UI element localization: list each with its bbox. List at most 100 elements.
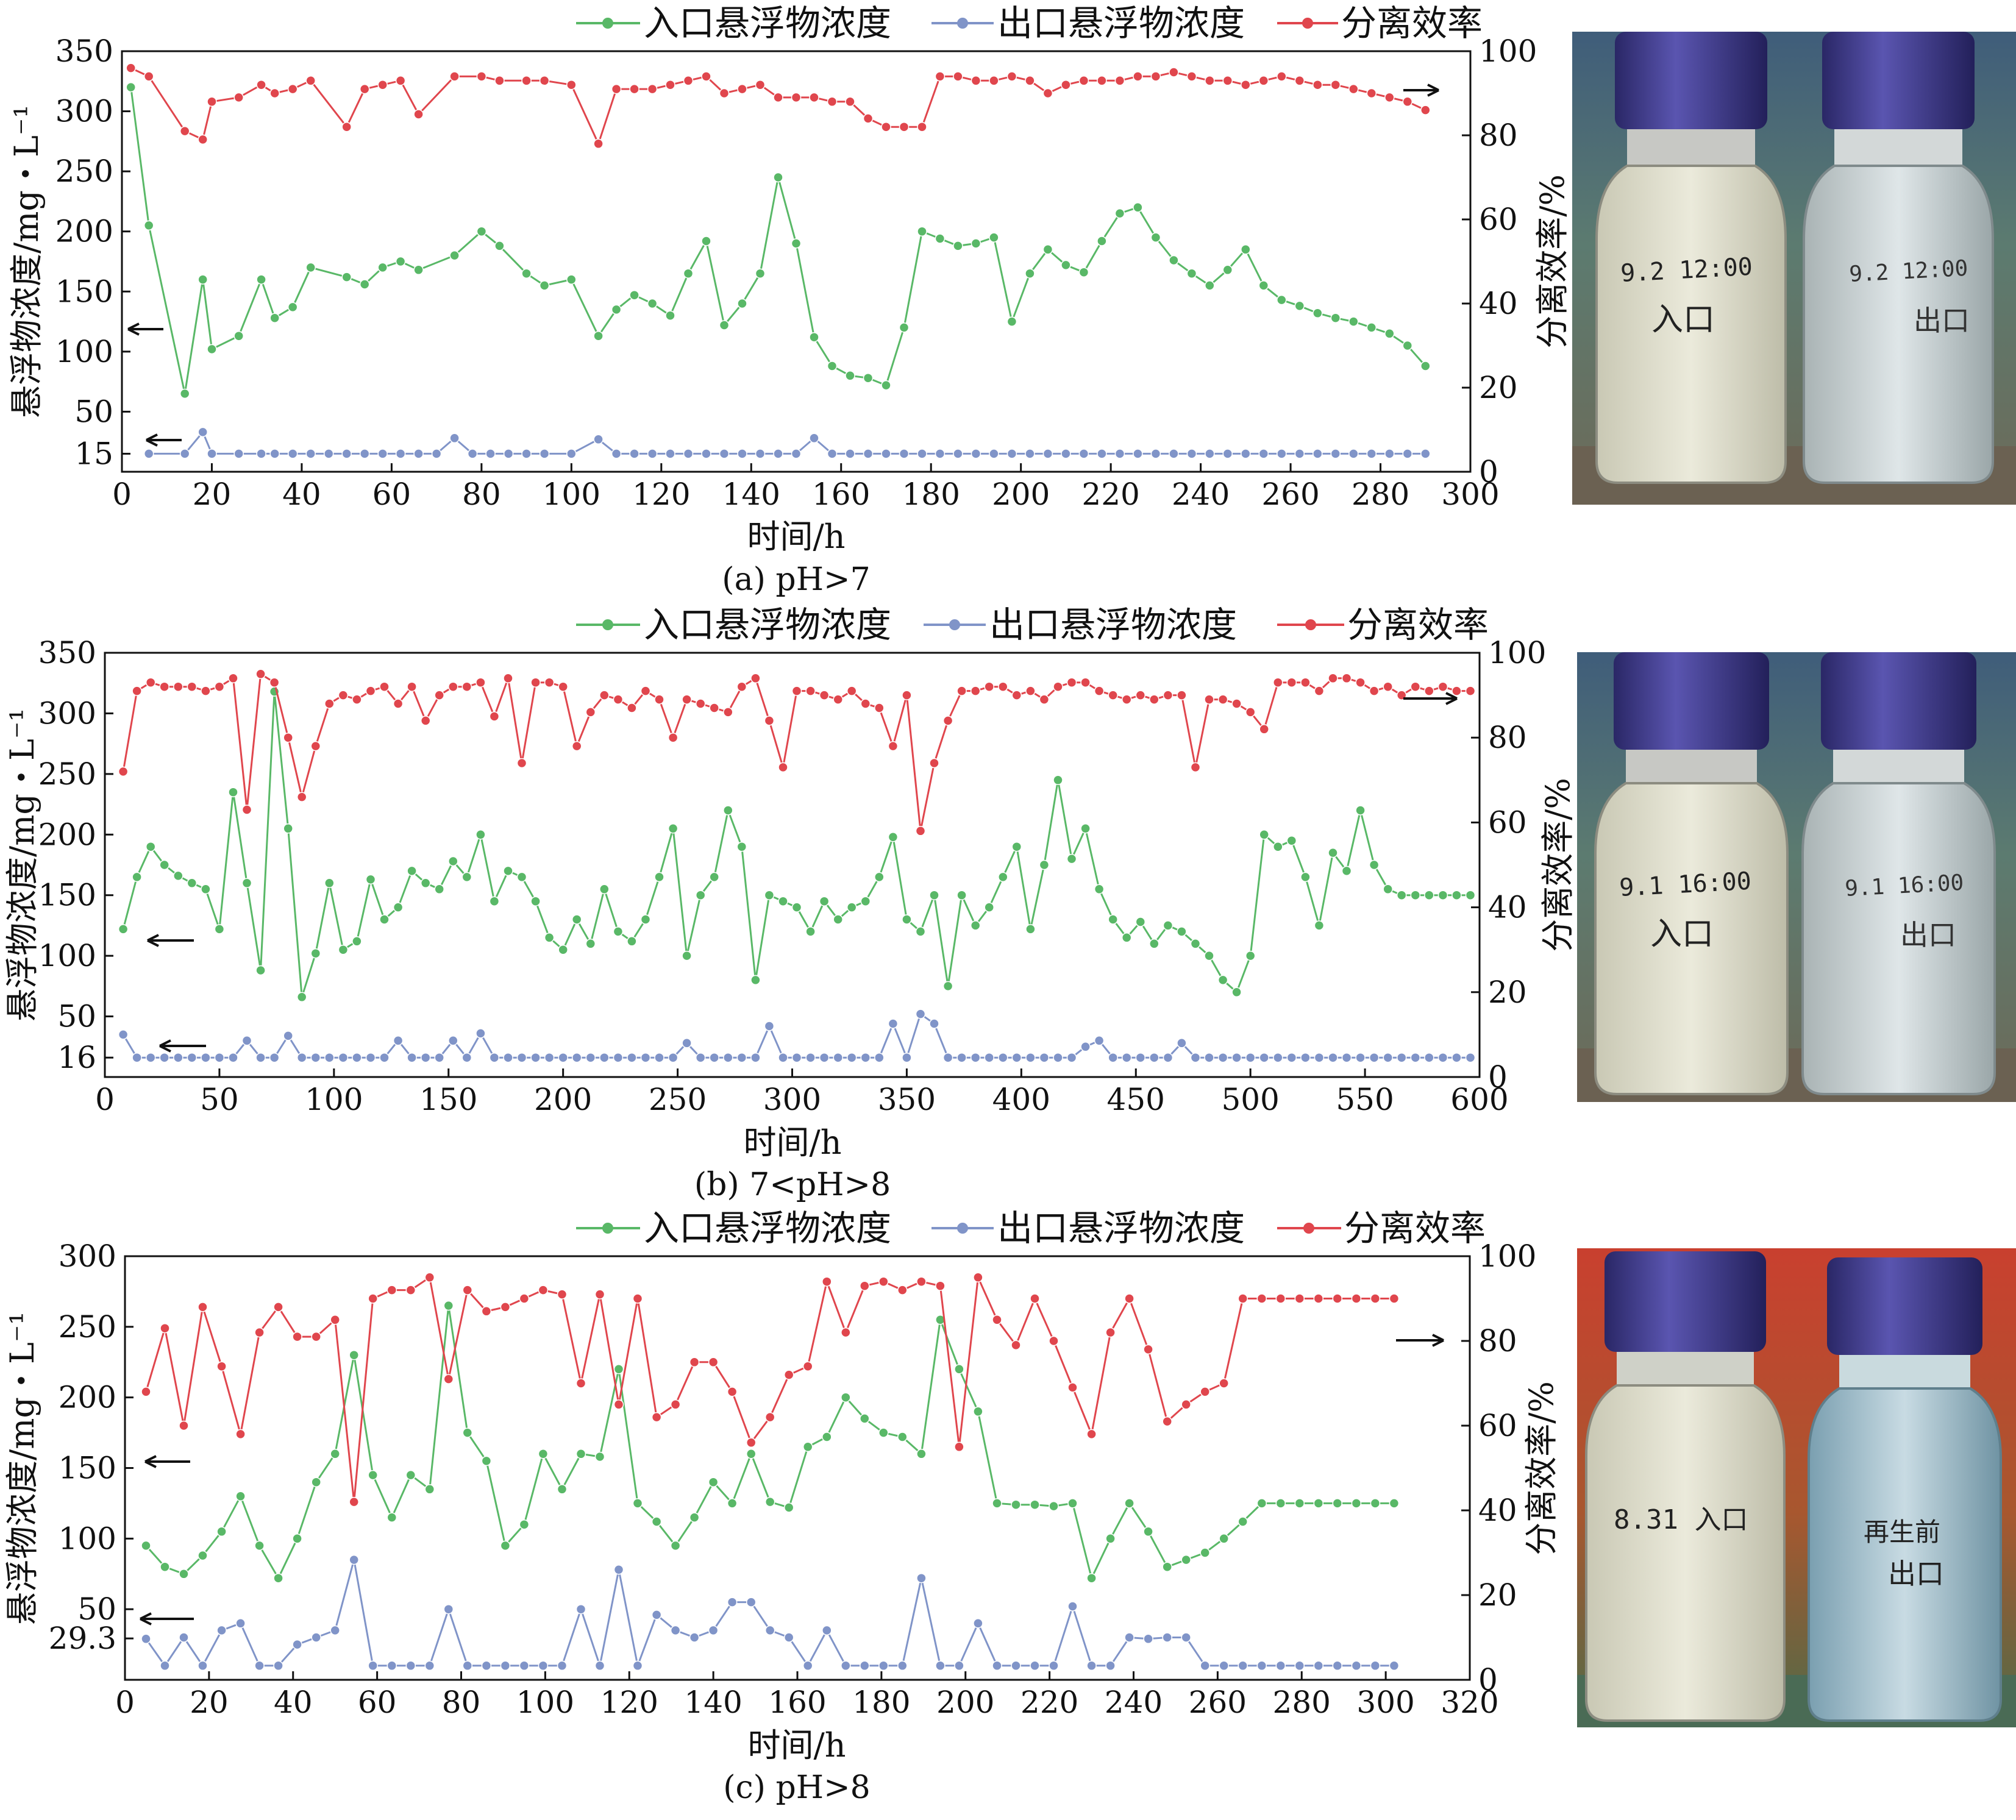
outlet-data-point bbox=[413, 449, 424, 459]
inlet-data-point bbox=[566, 274, 577, 285]
efficiency-data-point bbox=[448, 681, 458, 692]
outlet-data-point bbox=[746, 1597, 757, 1607]
inlet-data-point bbox=[695, 890, 706, 900]
outlet-data-point bbox=[1332, 1660, 1343, 1671]
outlet-data-point bbox=[1217, 1052, 1228, 1063]
outlet-data-point bbox=[708, 1625, 719, 1636]
inlet-data-point bbox=[287, 302, 298, 313]
outlet-data-point bbox=[1222, 449, 1233, 459]
x-tick-label: 180 bbox=[902, 477, 960, 512]
efficiency-data-point bbox=[449, 71, 460, 82]
legend-efficiency-marker bbox=[1305, 619, 1316, 630]
inlet-data-point bbox=[494, 241, 505, 251]
bottle-body bbox=[1803, 165, 1994, 484]
outlet-data-point bbox=[1300, 1052, 1311, 1063]
inlet-data-point bbox=[1341, 866, 1352, 876]
outlet-data-point bbox=[449, 433, 460, 444]
inlet-data-point bbox=[1369, 859, 1380, 870]
efficiency-data-point bbox=[311, 1331, 321, 1342]
inlet-data-point bbox=[1402, 340, 1413, 351]
x-tick-label: 350 bbox=[878, 1082, 936, 1117]
efficiency-data-point bbox=[145, 677, 156, 688]
x-tick-label: 320 bbox=[1441, 1685, 1498, 1720]
y-axis-title-b: 悬浮物浓度/mg・L⁻¹ bbox=[3, 708, 41, 1022]
outlet-data-point bbox=[503, 449, 514, 459]
y2-tick-label: 20 bbox=[1488, 975, 1527, 1010]
efficiency-data-point bbox=[971, 76, 981, 86]
outlet-data-point bbox=[443, 1604, 454, 1615]
outlet-data-point bbox=[132, 1052, 142, 1063]
outlet-data-point bbox=[902, 1052, 912, 1063]
outlet-data-point bbox=[973, 1618, 983, 1629]
inlet-data-point bbox=[1086, 1573, 1097, 1584]
inlet-data-point bbox=[254, 1540, 265, 1551]
inlet-data-point bbox=[305, 262, 316, 273]
arrow-left-icon bbox=[140, 1612, 194, 1626]
efficiency-data-point bbox=[575, 1378, 586, 1388]
bottle-outlet-a: 9.2 12:00 出口 bbox=[1803, 32, 1994, 484]
x-tick-label: 40 bbox=[274, 1685, 313, 1720]
y-tick-label: 200 bbox=[55, 214, 113, 249]
series-outlet-c bbox=[141, 1554, 1400, 1671]
outlet-data-point bbox=[1410, 1052, 1421, 1063]
bottle-cap bbox=[1615, 32, 1767, 129]
efficiency-data-point bbox=[1135, 690, 1146, 700]
inlet-data-point bbox=[954, 1364, 964, 1374]
efficiency-data-point bbox=[764, 716, 775, 726]
outlet-data-point bbox=[500, 1660, 511, 1671]
efficiency-data-point bbox=[500, 1302, 511, 1312]
inlet-data-point bbox=[1025, 268, 1035, 279]
caption-a: (a) pH>7 bbox=[722, 561, 870, 598]
inlet-data-point bbox=[841, 1392, 851, 1402]
efficiency-data-point bbox=[1294, 1293, 1305, 1304]
efficiency-data-point bbox=[632, 1293, 643, 1304]
efficiency-data-point bbox=[269, 88, 280, 99]
outlet-data-point bbox=[283, 1031, 293, 1041]
x-tick-label: 0 bbox=[115, 1685, 135, 1720]
efficiency-data-point bbox=[791, 686, 802, 696]
photo-c: 8.31 入口 再生前 出口 bbox=[1577, 1248, 2016, 1727]
bottle-label-line1: 再生前 bbox=[1864, 1517, 1940, 1547]
efficiency-data-point bbox=[1061, 79, 1071, 90]
inlet-data-point bbox=[1011, 841, 1022, 852]
efficiency-data-point bbox=[984, 681, 994, 692]
inlet-data-point bbox=[292, 1534, 302, 1544]
bottle-label-line1: 9.1 16:00 bbox=[1844, 870, 1964, 901]
bottle-body bbox=[1801, 782, 1996, 1095]
outlet-data-point bbox=[1437, 1052, 1448, 1063]
inlet-data-point bbox=[207, 344, 217, 355]
inlet-data-point bbox=[805, 926, 816, 937]
efficiency-data-point bbox=[1277, 71, 1287, 82]
efficiency-data-point bbox=[198, 1302, 208, 1312]
bottle-label-line2: 出口 bbox=[1900, 919, 1956, 951]
x-tick-label: 260 bbox=[1261, 477, 1319, 512]
inlet-data-point bbox=[992, 1498, 1002, 1509]
legend-outlet-label: 出口悬浮物浓度 bbox=[989, 604, 1237, 645]
efficiency-data-point bbox=[1222, 76, 1233, 86]
inlet-data-point bbox=[118, 924, 129, 934]
panel-a: 入口悬浮物浓度 出口悬浮物浓度 分离效率 0 20 40 60 80 100 120 140 1… bbox=[7, 2, 1572, 598]
outlet-data-point bbox=[1370, 1660, 1381, 1671]
efficiency-data-point bbox=[881, 121, 891, 132]
bottle-neck bbox=[1617, 1352, 1754, 1385]
outlet-data-point bbox=[1402, 449, 1413, 459]
bottle-inlet-c: 8.31 入口 bbox=[1585, 1251, 1786, 1722]
legend-c: 入口悬浮物浓度 出口悬浮物浓度 分离效率 bbox=[576, 1207, 1486, 1249]
efficiency-data-point bbox=[310, 741, 321, 752]
inlet-data-point bbox=[359, 279, 370, 290]
outlet-series-line bbox=[145, 1559, 1394, 1669]
y2-tick-label: 0 bbox=[1488, 1059, 1508, 1095]
outlet-data-point bbox=[324, 1052, 335, 1063]
efficiency-data-point bbox=[1078, 76, 1089, 86]
efficiency-data-point bbox=[629, 84, 639, 94]
inlet-data-point bbox=[296, 992, 307, 1003]
inlet-data-point bbox=[942, 981, 953, 992]
outlet-data-point bbox=[1181, 1632, 1191, 1643]
efficiency-data-point bbox=[539, 76, 550, 86]
outlet-data-point bbox=[935, 449, 946, 459]
inlet-data-point bbox=[629, 290, 639, 300]
efficiency-data-point bbox=[1190, 762, 1201, 773]
efficiency-data-point bbox=[989, 76, 999, 86]
outlet-data-point bbox=[695, 1052, 706, 1063]
efficiency-data-point bbox=[207, 96, 217, 107]
